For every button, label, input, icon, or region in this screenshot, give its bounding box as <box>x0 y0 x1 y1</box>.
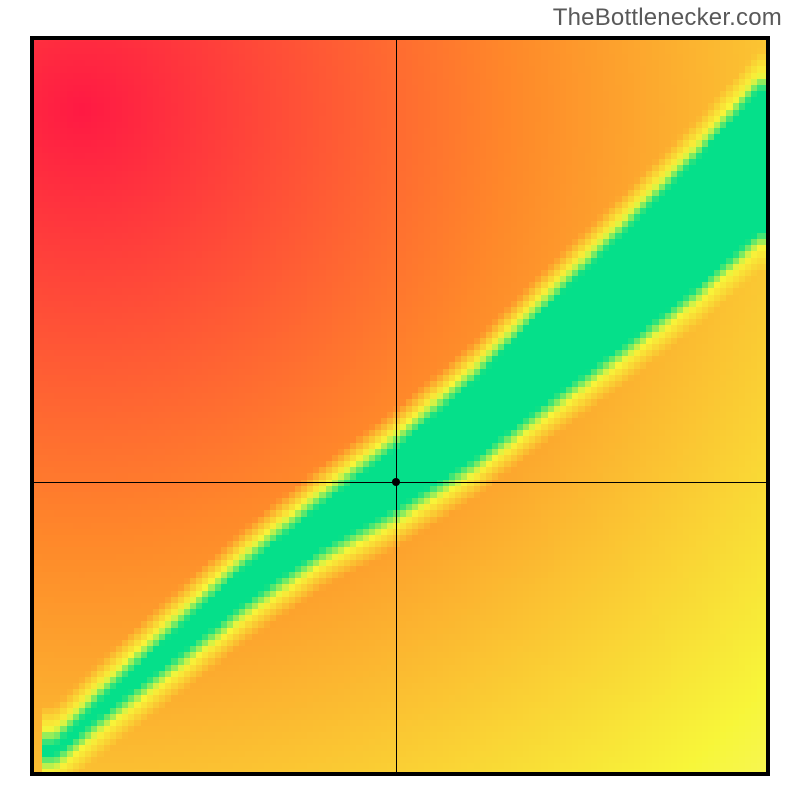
heatmap-canvas <box>30 36 770 776</box>
chart-container: TheBottlenecker.com <box>0 0 800 800</box>
plot-area <box>30 36 770 776</box>
watermark-text: TheBottlenecker.com <box>553 4 782 32</box>
